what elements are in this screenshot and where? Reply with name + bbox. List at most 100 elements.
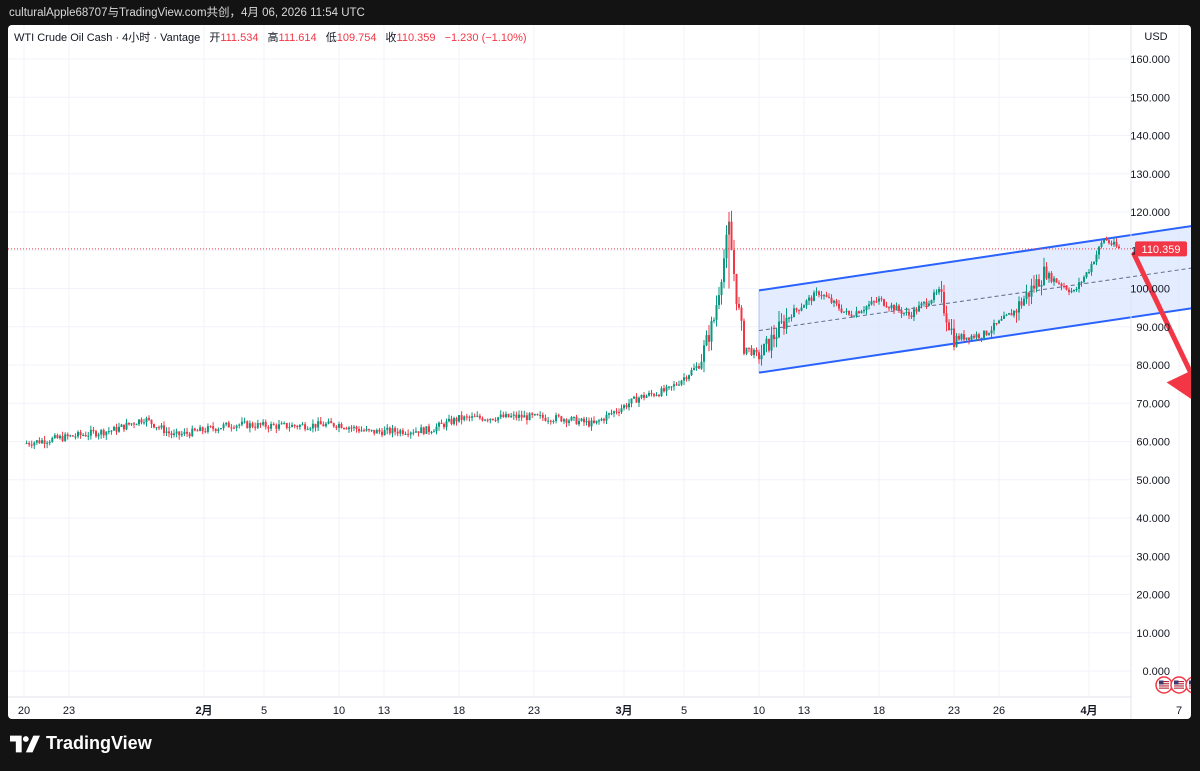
channel-upper-line (758, 225, 1191, 292)
candle-body (1050, 273, 1053, 282)
us-event-flag-icon[interactable] (1155, 676, 1173, 694)
candle-body (353, 426, 355, 428)
candle-body (225, 422, 228, 425)
candle-body (830, 297, 833, 303)
candle-body (953, 328, 955, 347)
price-tick-label: 70.000 (1136, 398, 1170, 410)
economic-events[interactable] (1155, 676, 1191, 694)
time-axis[interactable]: 20232月5101318233月510131823264月7101520232… (18, 704, 1191, 717)
candle-body (133, 423, 135, 425)
candle-body (1000, 318, 1003, 321)
candle-body (775, 337, 778, 340)
candle-body (471, 416, 474, 418)
candle-body (910, 315, 913, 318)
candle-body (993, 323, 995, 331)
candle-body (59, 435, 61, 439)
flag-stripe (1189, 685, 1191, 687)
candle-body (165, 431, 168, 433)
price-axis[interactable]: 160.000150.000140.000130.000120.000110.0… (1130, 54, 1170, 678)
candle-body (478, 415, 481, 419)
price-tick-label: 0.000 (1142, 666, 1170, 678)
time-tick-label: 23 (948, 705, 960, 717)
candle-body (539, 414, 542, 416)
candle-body (433, 431, 435, 433)
candle-body (309, 428, 312, 430)
candle-body (35, 440, 38, 443)
candle-body (212, 426, 215, 429)
candle-body (491, 418, 494, 420)
chart-panel[interactable]: USD 160.000 150.000 140.000 130.000 120.000 1… (8, 25, 1191, 719)
candle-body (665, 386, 668, 392)
candle-body (445, 421, 448, 428)
candle-body (1078, 282, 1080, 289)
candlestick-chart[interactable]: USD 160.000150.000140.000130.000120.0001… (8, 25, 1191, 719)
candle-body (259, 423, 262, 425)
us-event-flag-icon[interactable] (1185, 676, 1191, 694)
tradingview-branding[interactable]: TradingView (10, 733, 152, 754)
candle-body (56, 435, 59, 439)
candle-body (278, 424, 280, 429)
flag-stripe (1174, 681, 1184, 683)
candle-body (990, 330, 993, 334)
candle-body (635, 396, 638, 403)
candle-body (853, 316, 855, 318)
candle-body (980, 337, 983, 339)
us-event-flag-icon[interactable] (1170, 676, 1188, 694)
candle-body (120, 424, 123, 427)
candle-body (983, 330, 985, 338)
candle-body (332, 423, 335, 427)
candle-body (296, 425, 299, 428)
candle-body (360, 430, 363, 432)
candle-body (758, 352, 760, 360)
forecast-arrow[interactable] (1131, 251, 1191, 411)
candle-body (1090, 264, 1093, 273)
last-price-tag: 110.359 (1135, 241, 1187, 257)
candles (25, 210, 1120, 450)
flag-stripe (1159, 681, 1169, 683)
candle-body (291, 424, 294, 428)
symbol-title: WTI Crude Oil Cash · 4小时 · Vantage (14, 32, 201, 44)
candle-body (1073, 289, 1075, 291)
candle-body (660, 388, 663, 397)
candle-body (913, 309, 915, 318)
candle-body (394, 428, 397, 432)
candle-body (888, 307, 890, 309)
candle-body (865, 306, 868, 311)
candle-body (486, 419, 489, 421)
flag-stripe (1174, 683, 1184, 685)
candle-body (575, 416, 578, 425)
flag-canton (1189, 680, 1191, 685)
candle-body (923, 301, 925, 304)
candle-body (350, 427, 353, 429)
candle-body (640, 394, 643, 398)
candle-body (848, 310, 850, 315)
candle-body (670, 386, 673, 388)
time-tick-label: 2月 (195, 704, 212, 717)
candle-body (178, 431, 181, 436)
candle-body (870, 301, 873, 305)
candle-body (285, 423, 288, 428)
close-value: 110.359 (396, 32, 436, 44)
candle-body (507, 413, 510, 418)
candle-body (458, 415, 460, 422)
candle-body (883, 299, 885, 306)
candle-body (536, 414, 539, 416)
candle-body (845, 310, 848, 312)
candle-body (843, 311, 845, 313)
candle-body (975, 334, 978, 338)
candle-body (138, 419, 140, 425)
candle-body (30, 444, 33, 446)
candle-body (311, 423, 314, 429)
candle-body (880, 298, 883, 300)
candle-body (417, 431, 420, 434)
candle-body (304, 424, 307, 430)
candle-body (180, 433, 183, 436)
candle-body (251, 423, 254, 427)
candle-body (163, 425, 165, 433)
candle-body (648, 392, 650, 396)
candle-body (365, 429, 368, 431)
candle-body (420, 427, 423, 434)
candle-body (938, 289, 940, 293)
candle-body (476, 415, 479, 417)
candle-body (885, 305, 888, 308)
